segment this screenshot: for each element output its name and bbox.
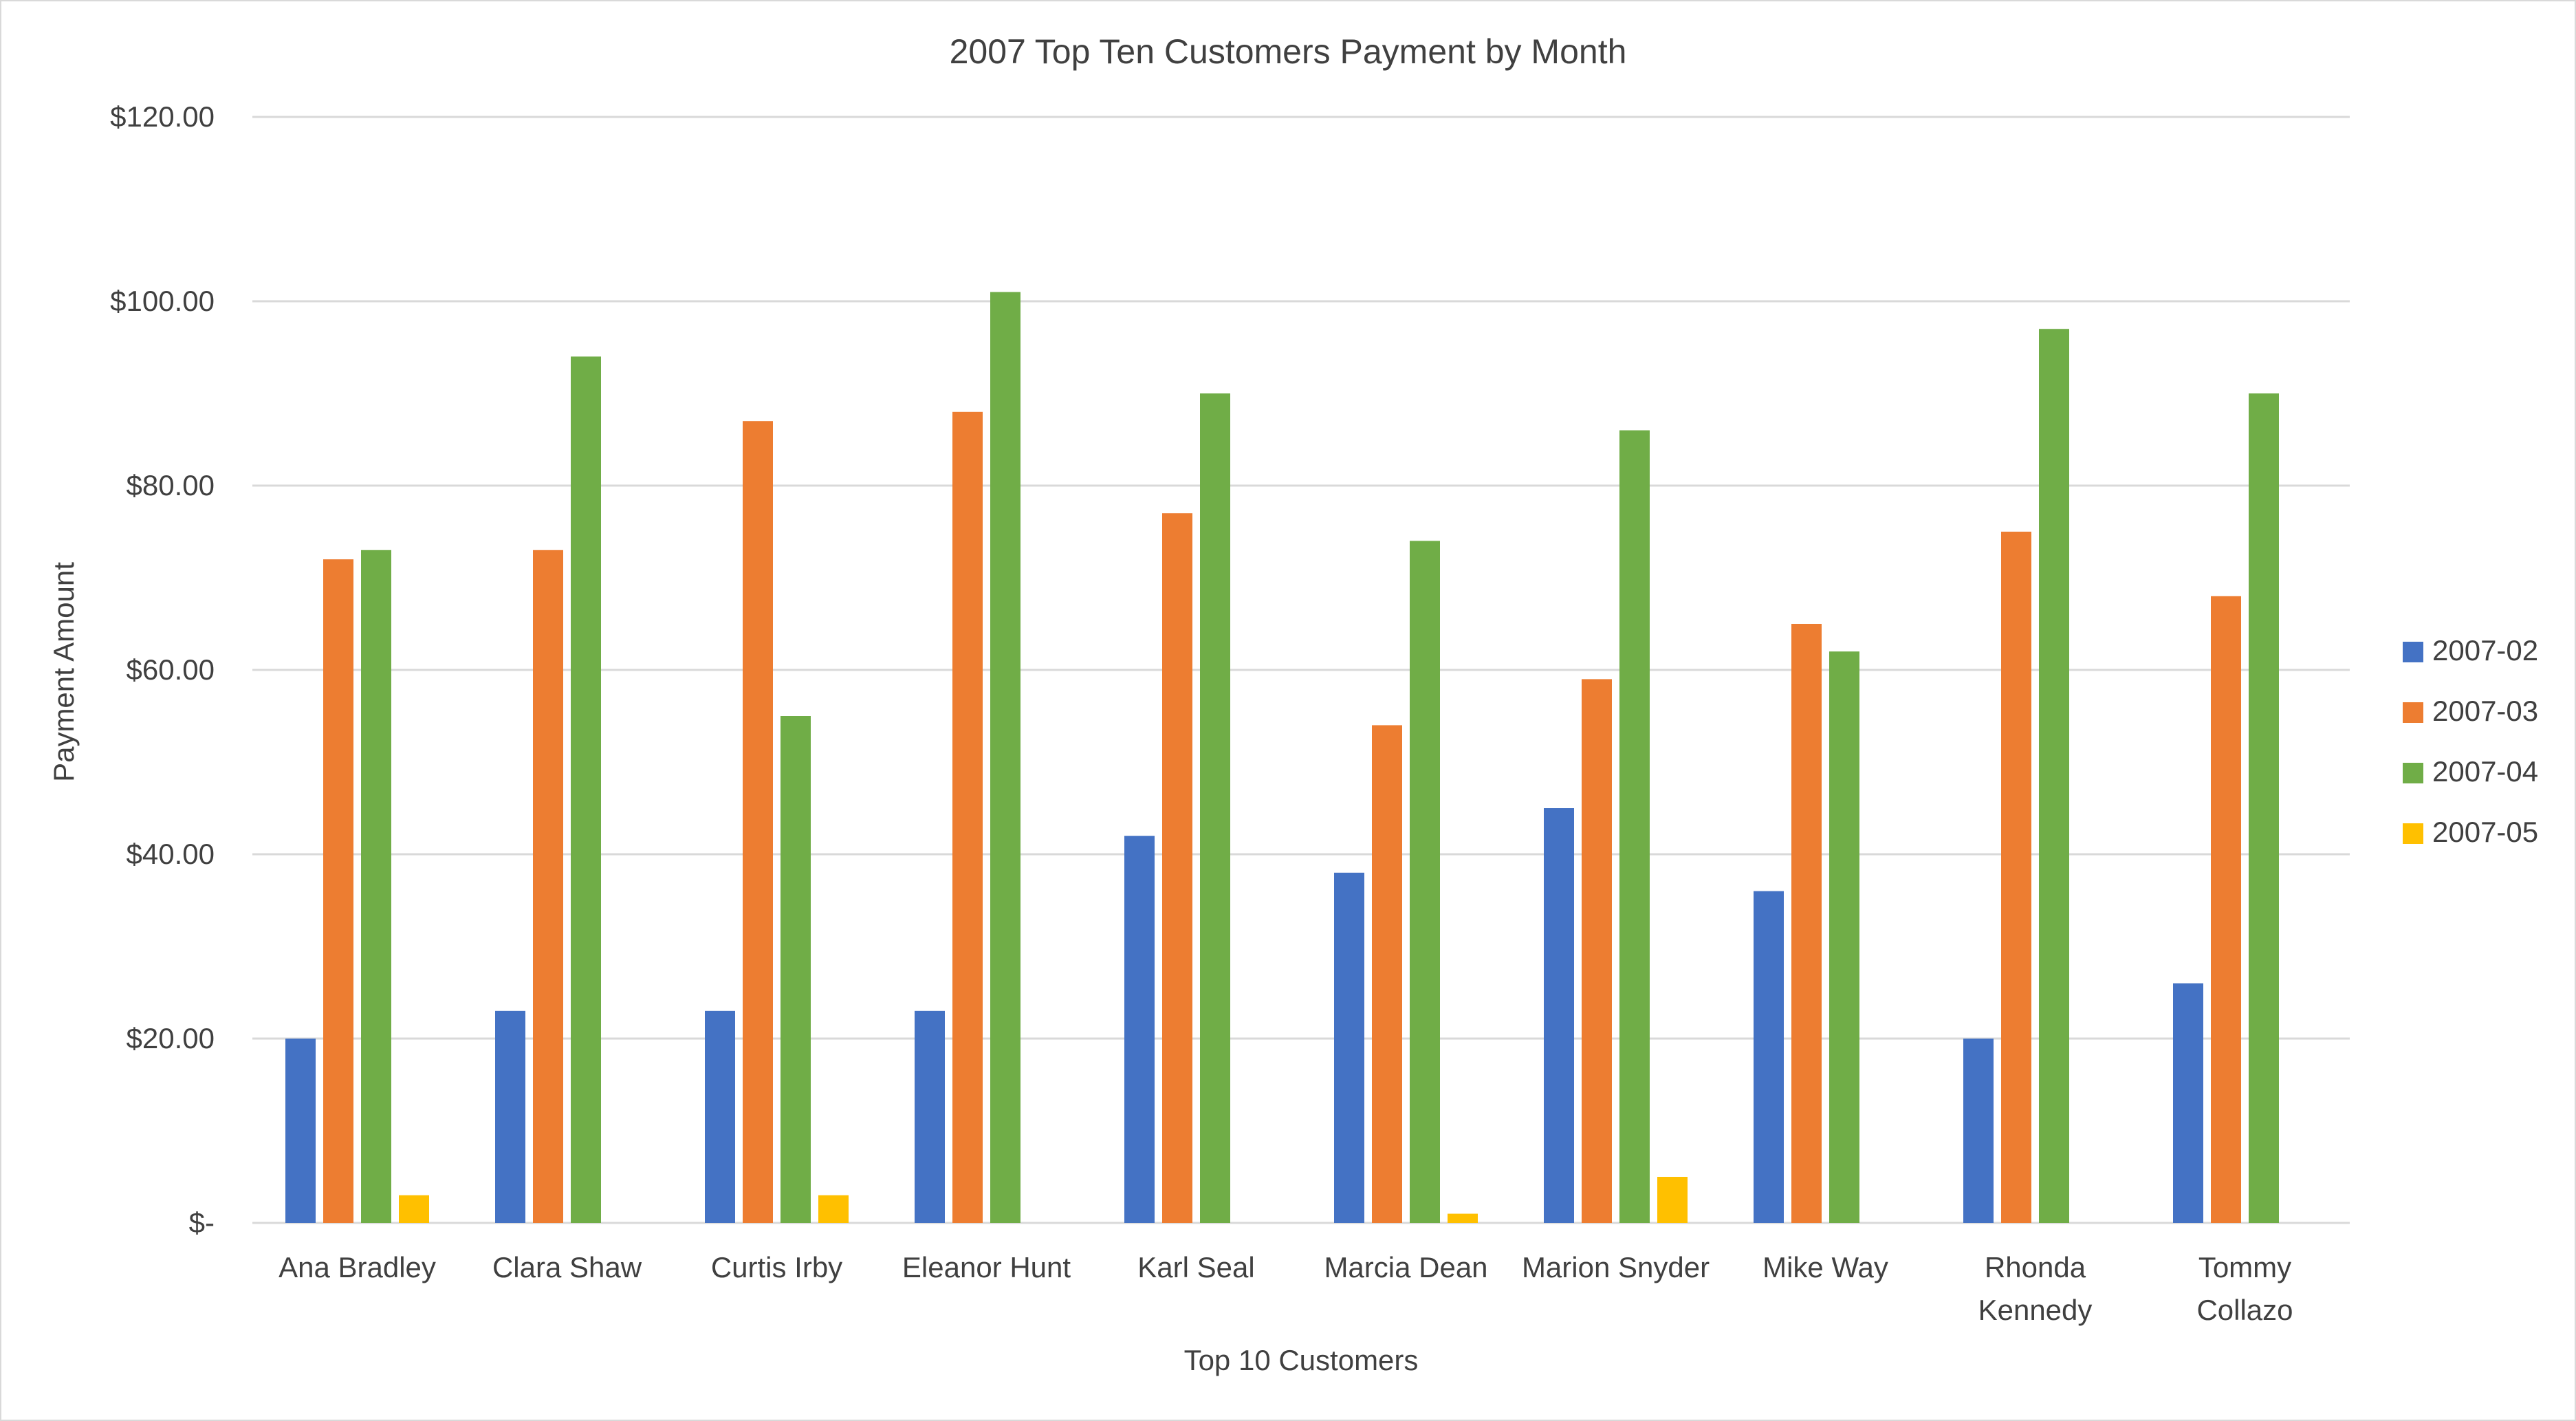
bar-2007-04 xyxy=(2039,329,2069,1224)
bar-2007-05 xyxy=(1657,1177,1688,1223)
legend-swatch xyxy=(2403,823,2423,844)
y-axis-title: Payment Amount xyxy=(47,562,80,782)
bar-2007-02 xyxy=(1754,891,1784,1223)
bar-2007-02 xyxy=(285,1039,316,1223)
y-axis-ticks: $- $20.00 $40.00 $60.00 $80.00 $100.00 $120.00 xyxy=(110,100,215,1239)
x-tick-label: Karl Seal xyxy=(1137,1251,1254,1283)
bar-2007-03 xyxy=(743,421,773,1224)
bar-2007-02 xyxy=(705,1010,735,1223)
x-tick-label: Eleanor Hunt xyxy=(902,1251,1071,1283)
bar-2007-04 xyxy=(1619,430,1650,1223)
y-tick-label: $60.00 xyxy=(127,653,215,686)
bar-2007-03 xyxy=(1791,624,1822,1223)
x-tick-label: Marion Snyder xyxy=(1522,1251,1710,1283)
x-tick-label: Collazo xyxy=(2196,1294,2293,1326)
legend-item: 2007-04 xyxy=(2403,755,2538,788)
legend-label: 2007-03 xyxy=(2432,695,2538,727)
legend-label: 2007-04 xyxy=(2432,755,2538,788)
x-axis-ticks: Ana Bradley Clara Shaw Curtis Irby Eleanor … xyxy=(279,1251,2293,1326)
x-axis-title: Top 10 Customers xyxy=(1184,1344,1419,1376)
y-tick-label: $20.00 xyxy=(127,1022,215,1054)
bar-2007-03 xyxy=(952,411,983,1223)
bar-2007-04 xyxy=(361,550,391,1223)
bar-2007-02 xyxy=(495,1010,525,1223)
bar-2007-05 xyxy=(818,1195,849,1223)
bar-2007-04 xyxy=(1200,393,1230,1223)
y-tick-label: $100.00 xyxy=(110,285,215,317)
bar-2007-03 xyxy=(2001,532,2031,1223)
bar-2007-03 xyxy=(1162,513,1192,1224)
x-tick-label: Tommy xyxy=(2198,1251,2291,1283)
bar-2007-02 xyxy=(1334,872,1364,1223)
bar-2007-04 xyxy=(2249,393,2279,1223)
legend-item: 2007-05 xyxy=(2403,816,2538,848)
x-tick-label: Kennedy xyxy=(1978,1294,2093,1326)
bar-2007-04 xyxy=(781,716,811,1223)
bar-2007-04 xyxy=(1410,541,1440,1223)
bar-2007-03 xyxy=(323,559,353,1223)
y-tick-label: $- xyxy=(189,1206,215,1239)
bar-2007-05 xyxy=(1448,1213,1478,1223)
y-tick-label: $40.00 xyxy=(127,838,215,870)
legend-swatch xyxy=(2403,642,2423,662)
bars xyxy=(285,292,2279,1224)
y-tick-label: $120.00 xyxy=(110,100,215,133)
legend-label: 2007-02 xyxy=(2432,634,2538,666)
legend-swatch xyxy=(2403,702,2423,723)
legend: 2007-02 2007-03 2007-04 2007-05 xyxy=(2403,634,2538,848)
legend-item: 2007-02 xyxy=(2403,634,2538,666)
y-tick-label: $80.00 xyxy=(127,469,215,501)
bar-2007-03 xyxy=(2211,596,2241,1223)
bar-2007-03 xyxy=(533,550,563,1223)
bar-2007-03 xyxy=(1372,725,1402,1223)
gridlines xyxy=(252,116,2350,1224)
legend-item: 2007-03 xyxy=(2403,695,2538,727)
bar-2007-04 xyxy=(571,356,601,1223)
x-tick-label: Curtis Irby xyxy=(711,1251,842,1283)
x-tick-label: Mike Way xyxy=(1762,1251,1888,1283)
bar-2007-05 xyxy=(399,1195,429,1223)
legend-swatch xyxy=(2403,763,2423,783)
bar-2007-02 xyxy=(1544,808,1574,1223)
bar-2007-03 xyxy=(1582,679,1612,1223)
x-tick-label: Marcia Dean xyxy=(1324,1251,1487,1283)
bar-2007-02 xyxy=(1124,836,1155,1223)
bar-2007-02 xyxy=(1963,1039,1994,1223)
bar-2007-04 xyxy=(1829,651,1859,1223)
x-tick-label: Rhonda xyxy=(1985,1251,2086,1283)
bar-2007-02 xyxy=(915,1010,945,1223)
bar-2007-04 xyxy=(990,292,1020,1224)
chart-title: 2007 Top Ten Customers Payment by Month xyxy=(950,32,1627,71)
x-tick-label: Ana Bradley xyxy=(279,1251,436,1283)
bar-2007-02 xyxy=(2173,983,2203,1223)
legend-label: 2007-05 xyxy=(2432,816,2538,848)
x-tick-label: Clara Shaw xyxy=(492,1251,642,1283)
